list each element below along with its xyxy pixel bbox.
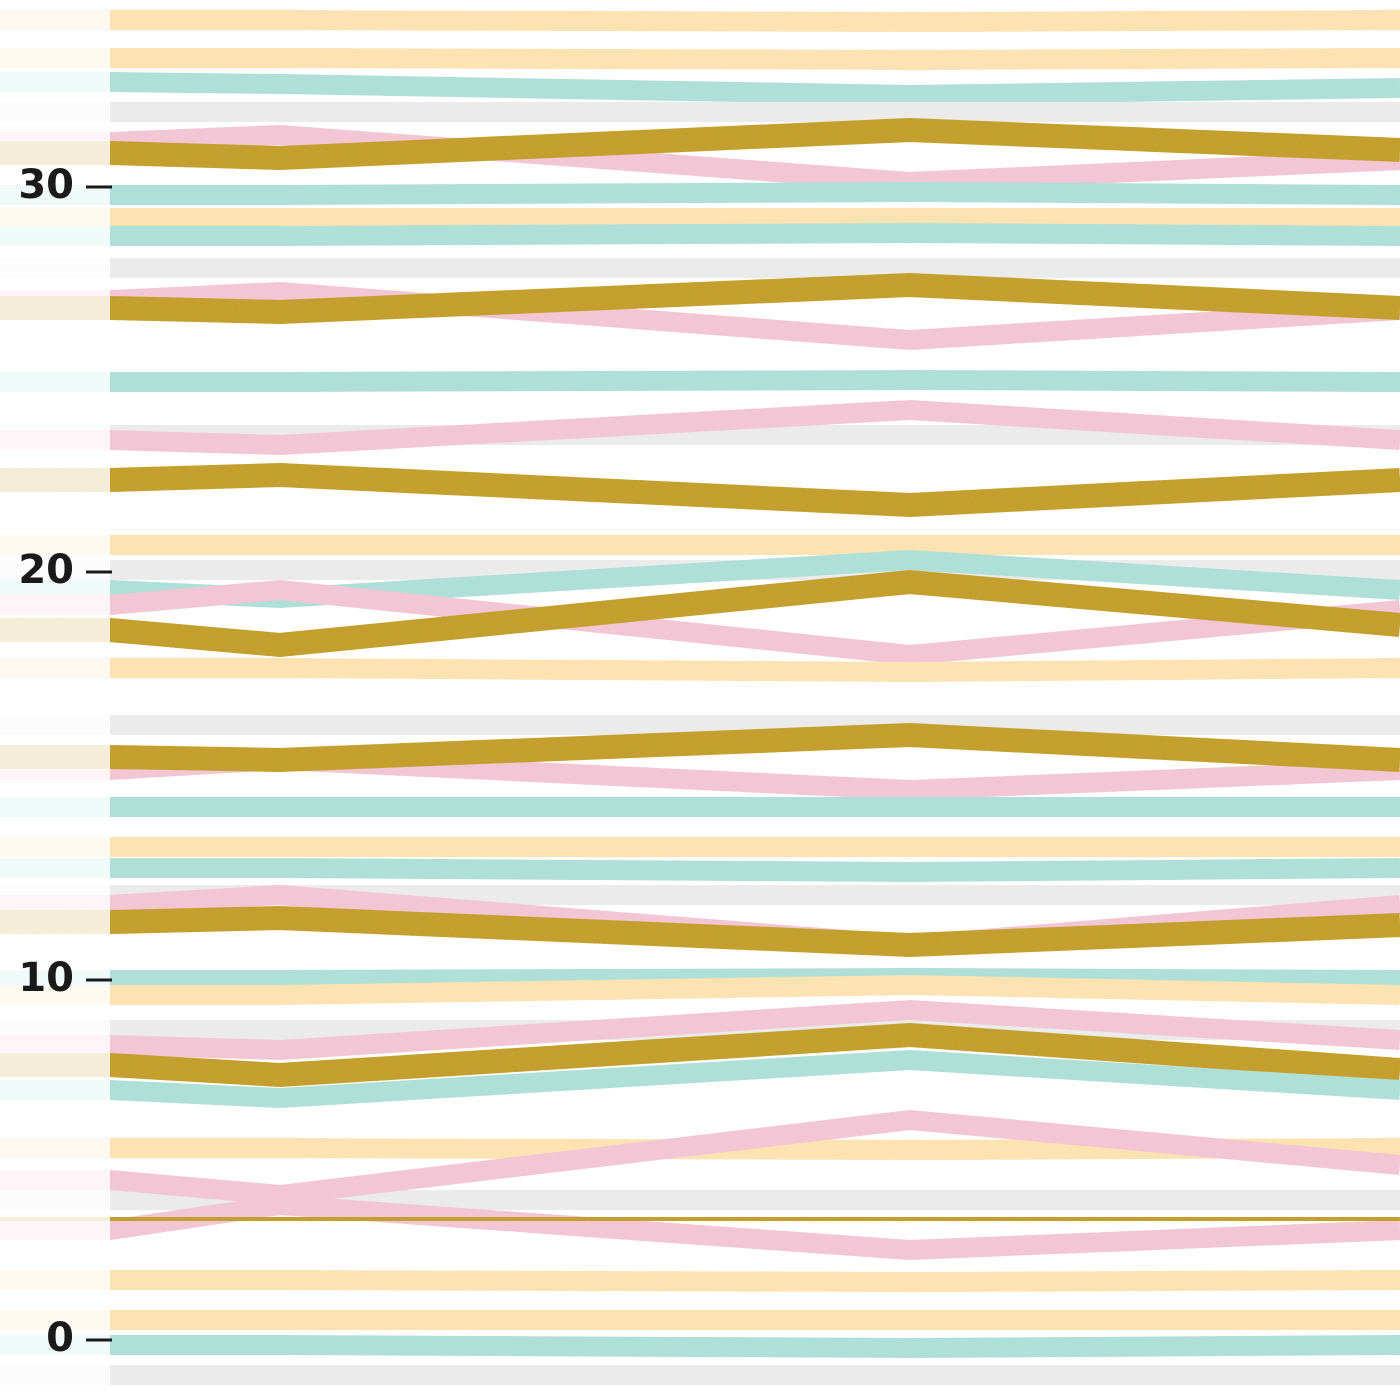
ruler-label: 0 <box>46 1315 74 1361</box>
stripe <box>0 1335 1400 1359</box>
stripe <box>0 72 1400 106</box>
stripe <box>0 10 1400 33</box>
stripe <box>0 658 1400 683</box>
stripe <box>0 858 1400 883</box>
ruler-label: 10 <box>18 955 74 1001</box>
stripe <box>0 222 1400 246</box>
ruler: 30 20 10 0 <box>18 162 112 1361</box>
ruler-label: 20 <box>18 547 74 593</box>
stripe <box>0 369 1400 392</box>
stripe <box>0 1270 1400 1293</box>
stripe <box>0 181 1400 205</box>
glitter-stripe <box>0 1205 1400 1232</box>
stripe <box>0 974 1400 1005</box>
stripe <box>0 48 1400 71</box>
margin-fade <box>0 0 110 1400</box>
ruler-label: 30 <box>18 162 74 208</box>
